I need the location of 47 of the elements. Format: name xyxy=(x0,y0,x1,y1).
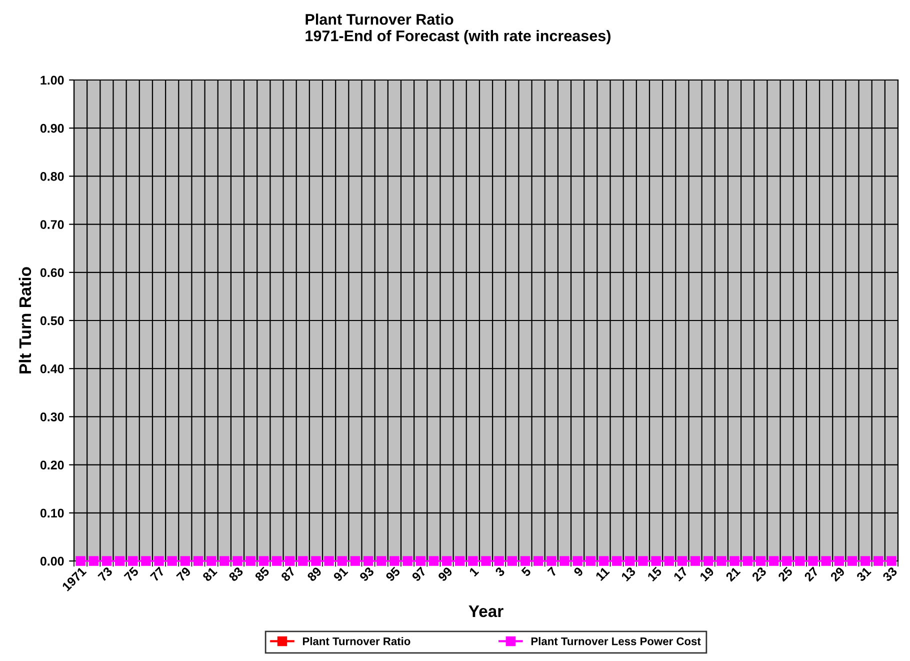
y-tick-label: 0.20 xyxy=(40,460,64,470)
x-tick-label: 95 xyxy=(385,566,401,582)
x-tick-label: 31 xyxy=(856,566,872,582)
x-tick-label: 15 xyxy=(647,566,662,582)
x-axis-title: Year xyxy=(468,605,504,618)
legend-label: Plant Turnover Ratio xyxy=(302,637,410,646)
y-tick-label: 0.30 xyxy=(40,412,64,422)
x-tick-label: 83 xyxy=(228,566,244,582)
x-tick-label: 13 xyxy=(620,566,636,582)
x-tick-label: 7 xyxy=(547,566,558,577)
x-tick-label: 79 xyxy=(176,566,192,582)
x-tick-label: 19 xyxy=(699,566,715,582)
x-tick-label: 21 xyxy=(725,566,741,582)
x-tick-label: 1 xyxy=(468,566,480,577)
x-tick-label: 81 xyxy=(202,566,218,582)
x-tick-label: 99 xyxy=(437,566,453,582)
x-tick-label: 9 xyxy=(573,566,584,577)
x-tick-label: 17 xyxy=(673,566,688,582)
x-tick-label: 93 xyxy=(358,566,374,582)
y-tick-label: 0.90 xyxy=(40,124,64,133)
x-tick-label: 11 xyxy=(595,566,610,582)
chart-title: Plant Turnover Ratio 1971-End of Forecast (with rate increases) xyxy=(306,14,610,44)
y-tick-label: 0.60 xyxy=(40,268,64,278)
x-tick-label: 77 xyxy=(150,566,166,582)
y-tick-label: 0.10 xyxy=(40,508,64,518)
x-tick-label: 33 xyxy=(882,566,898,582)
x-tick-label: 85 xyxy=(254,566,270,582)
y-tick-label: 0.50 xyxy=(40,316,64,326)
x-tick-label: 3 xyxy=(494,566,506,578)
x-tick-label: 73 xyxy=(97,566,113,582)
legend-label: Plant Turnover Less Power Cost xyxy=(531,637,701,646)
x-tick-label: 27 xyxy=(804,566,819,582)
x-tick-label: 25 xyxy=(778,566,794,582)
y-tick-label: 0.70 xyxy=(40,220,64,229)
y-tick-label: 0.80 xyxy=(40,172,64,181)
y-tick-label: 0.40 xyxy=(40,364,64,374)
x-tick-label: 87 xyxy=(280,566,296,582)
x-tick-label: 97 xyxy=(411,566,427,582)
x-tick-label: 91 xyxy=(332,566,348,582)
x-tick-label: 75 xyxy=(124,566,140,582)
x-tick-label: 23 xyxy=(751,566,767,582)
y-tick-label: 1.00 xyxy=(40,76,64,85)
y-tick-label: 0.00 xyxy=(40,556,64,566)
x-tick-label: 89 xyxy=(306,566,322,582)
x-tick-label: 29 xyxy=(830,566,846,582)
x-tick-label: 5 xyxy=(520,566,532,577)
y-axis-title: Plt Turn Ratio xyxy=(18,267,32,374)
